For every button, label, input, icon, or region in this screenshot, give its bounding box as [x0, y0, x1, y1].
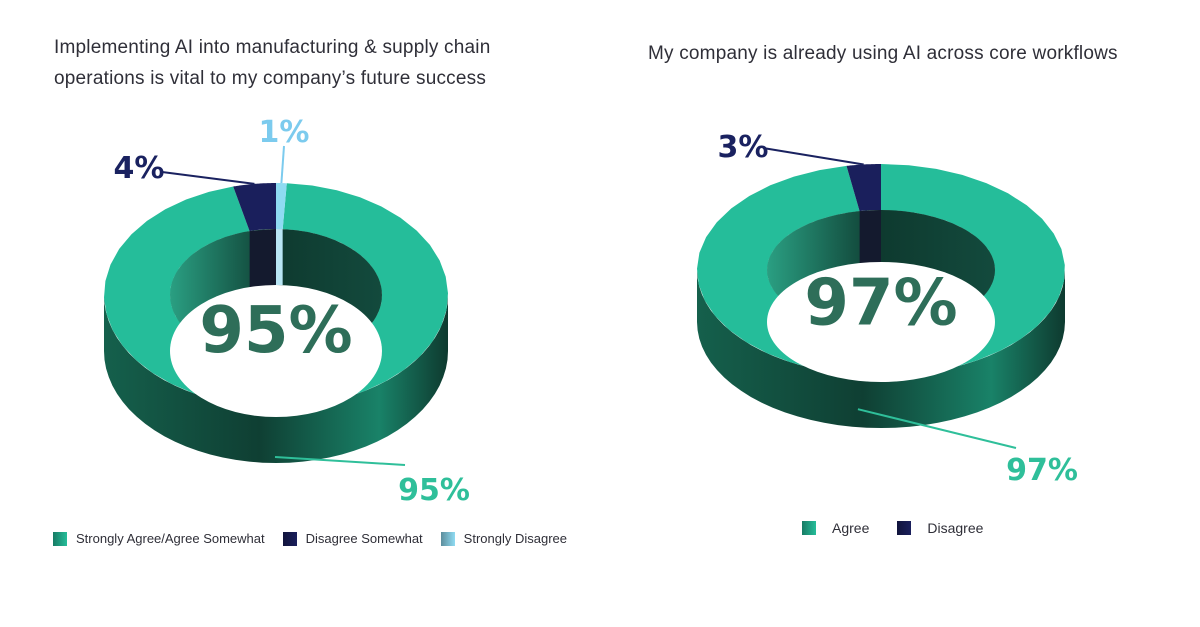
chart-panel-left: Implementing AI into manufacturing & sup…	[53, 32, 585, 546]
chart-title-line: operations is vital to my company’s futu…	[54, 68, 487, 89]
chart-title-line: Implementing AI into manufacturing & sup…	[54, 37, 491, 58]
data-label: 95%	[398, 473, 470, 508]
leader-line	[274, 456, 406, 466]
legend-swatch-agree	[53, 531, 67, 546]
chart-legend: Agree Disagree	[802, 520, 1011, 536]
legend-swatch-agree	[802, 521, 816, 535]
chart-title-line: My company is already using AI across co…	[648, 43, 1118, 64]
donut-inner-wall-segment	[859, 210, 881, 264]
legend-label: Strongly Agree/Agree Somewhat	[76, 531, 265, 546]
legend-item: Strongly Agree/Agree Somewhat	[53, 531, 265, 546]
legend-label: Disagree	[927, 520, 984, 536]
legend-item: Disagree Somewhat	[282, 531, 423, 546]
donut-center-label: 95%	[199, 294, 352, 368]
chart-title: My company is already using AI across co…	[648, 38, 1200, 69]
donut-hole	[170, 285, 382, 417]
chart-legend: Strongly Agree/Agree Somewhat Disagree S…	[53, 531, 585, 546]
leader-line	[161, 171, 255, 185]
legend-swatch-disagree	[897, 521, 912, 535]
donut-center-label: 97%	[804, 267, 957, 341]
donut-chart: 95% 95% 4% 1%	[104, 115, 470, 508]
legend-label: Strongly Disagree	[463, 531, 567, 546]
chart-title: Implementing AI into manufacturing & sup…	[54, 32, 574, 94]
donut-side-wall	[104, 295, 448, 463]
donut-chart: 97% 97% 3%	[697, 130, 1078, 488]
legend-item: Agree	[802, 520, 869, 536]
leader-line	[857, 408, 1017, 449]
donut-hole	[767, 262, 995, 382]
donut-segment-disagree-somewhat	[233, 183, 276, 232]
donut-inner-wall-segment	[276, 229, 283, 286]
legend-label: Agree	[832, 520, 870, 536]
donut-segment-disagree	[846, 164, 881, 212]
data-label: 1%	[259, 115, 310, 150]
legend-label: Disagree Somewhat	[305, 531, 423, 546]
leader-line	[762, 147, 864, 166]
legend-swatch-disagree	[282, 531, 297, 546]
donut-inner-wall-segment	[249, 229, 276, 288]
leader-line	[280, 145, 285, 184]
donut-side-wall	[697, 270, 1065, 428]
legend-swatch-strongly-disagree	[440, 531, 455, 546]
data-label: 3%	[718, 130, 769, 165]
chart-panel-right: My company is already using AI across co…	[600, 0, 1200, 627]
legend-item: Disagree	[897, 520, 983, 536]
data-label: 4%	[114, 151, 165, 186]
data-label: 97%	[1006, 453, 1078, 488]
donut-segment-strongly-disagree	[276, 183, 287, 230]
legend-item: Strongly Disagree	[440, 531, 567, 546]
